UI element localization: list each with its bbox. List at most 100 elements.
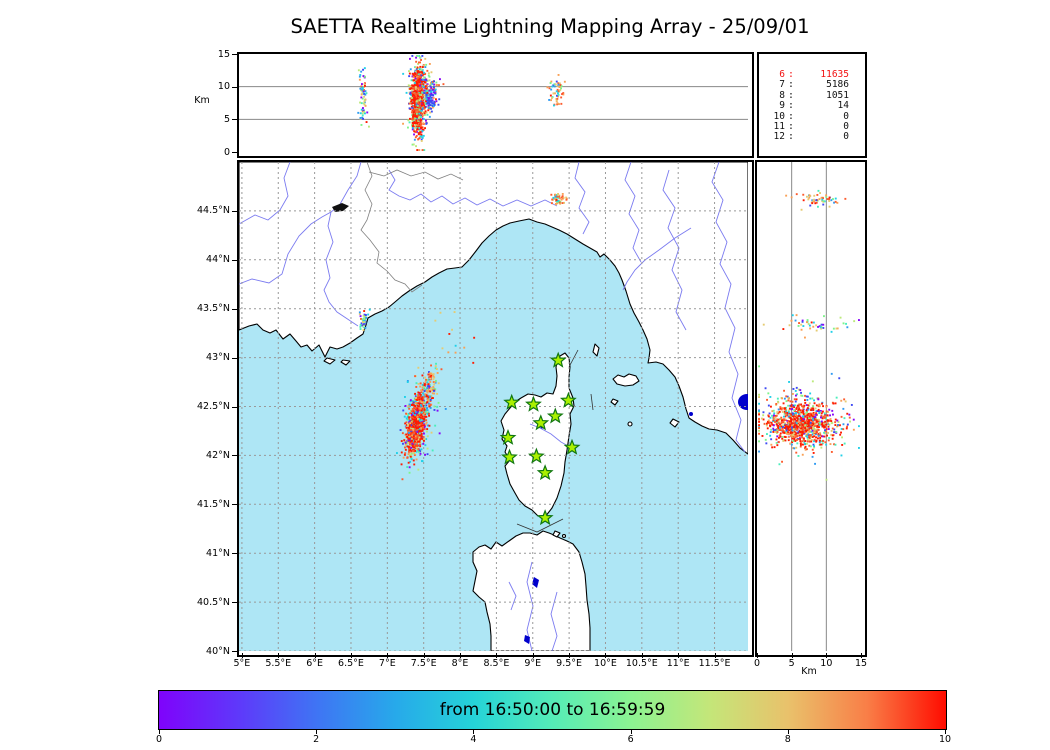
altitude-vs-longitude-panel [237,52,754,158]
tick-mark [232,553,237,555]
tick-mark [159,729,160,734]
tick-label: 6.5°E [338,658,364,669]
source-count-table: 6:11635 7:5186 8:1051 9:14 10:0 11:0 12:0 [759,54,865,143]
map-panel [237,160,754,657]
tick-mark [605,653,607,658]
lightning-scatter-map [358,193,568,481]
station-marker [563,438,581,455]
source-count-row: 11:0 [773,121,849,133]
chart-boundary-lines [516,349,594,533]
tick-mark [232,259,237,261]
tick-label: 11°E [666,658,690,669]
tick-label: 43°N [206,352,230,364]
lake-bolsena [738,394,748,410]
tick-label: 7.5°E [410,658,437,669]
tick-label: 40.5°N [196,596,230,608]
tick-mark [861,653,862,658]
tick-label: 5 [223,113,230,125]
giglio-island [669,418,680,428]
sardinia-lake-1 [532,577,539,588]
lake-serre-poncon [332,203,349,212]
tick-mark [241,653,243,658]
altitude-longitude-scatter [239,55,748,151]
tick-mark [232,357,237,359]
altitude-latitude-scatter [758,162,860,651]
lakes [332,203,748,644]
colorbar-time-range-label: from 16:50:00 to 16:59:59 [439,700,666,720]
altitude-vs-latitude-panel [755,160,867,657]
tick-mark [316,729,318,734]
source-count-row: 7:5186 [779,79,849,91]
tick-label: 10 [217,81,230,93]
maddalena-islet [552,530,561,538]
tick-mark [826,653,828,658]
tick-label: 41.5°N [196,498,230,510]
station-marker [546,407,564,424]
tick-label: 7°E [378,658,396,669]
tick-label: 15 [854,658,868,669]
map-gridlines [239,162,748,651]
tick-mark [232,308,237,310]
tick-mark [787,729,789,734]
maddalena-islet-2 [561,533,567,539]
tick-label: 4 [470,734,477,745]
hyeres-islet-1 [323,357,336,365]
tick-mark [387,653,389,658]
sardinia-coastline [472,530,591,651]
tick-mark [232,119,237,121]
tick-label: 10.5°E [625,658,658,669]
station-marker [536,464,554,481]
tick-label: 9°E [524,658,542,669]
station-marker [559,391,577,408]
sardinia-lake-2 [524,635,530,644]
tick-label: 41°N [206,547,230,559]
tick-mark [714,653,716,658]
tick-mark [791,653,793,658]
pianosa-island [610,398,619,406]
tick-mark [532,653,534,658]
station-marker [549,351,567,368]
right-panel-km-axis-label: Km [801,666,817,677]
tick-mark [278,653,280,658]
station-marker [528,447,545,464]
source-count-panel: 6:11635 7:5186 8:1051 9:14 10:0 11:0 12:0 [757,52,867,158]
tick-mark [945,729,946,734]
tick-mark [473,729,475,734]
hyeres-islet-2 [340,359,351,366]
tick-label: 10 [820,658,833,669]
tick-label: 0 [753,658,761,669]
tick-label: 10 [938,734,952,745]
station-marker [501,448,518,465]
tick-mark [496,653,498,658]
station-marker [499,428,517,445]
tick-mark [232,86,237,88]
tick-mark [232,651,237,652]
source-count-row: 10:0 [773,110,849,122]
tick-mark [232,152,237,153]
corsica-coastline [500,352,575,518]
tick-label: 6°E [306,658,323,669]
source-count-row: 12:0 [773,131,849,143]
tick-label: 10°E [594,658,617,669]
tick-label: 5.5°E [265,658,292,669]
tick-mark [423,653,425,658]
tick-mark [232,54,237,55]
tick-mark [232,504,237,506]
tick-mark [630,729,632,734]
station-marker [503,393,521,410]
tick-label: 8 [784,734,791,745]
tick-label: 5 [788,658,795,669]
tick-label: 0 [155,734,163,745]
tick-mark [232,406,237,408]
tick-mark [232,455,237,457]
tick-label: 42°N [206,449,230,461]
tick-label: 8.5°E [483,658,510,669]
source-count-row: 6:11635 [779,69,849,80]
station-marker [525,395,542,412]
tick-mark [460,653,462,658]
tick-label: 42.5°N [196,401,230,412]
tick-label: 2 [313,734,320,745]
orbetello-lagoon [689,412,693,416]
tick-mark [757,653,758,658]
